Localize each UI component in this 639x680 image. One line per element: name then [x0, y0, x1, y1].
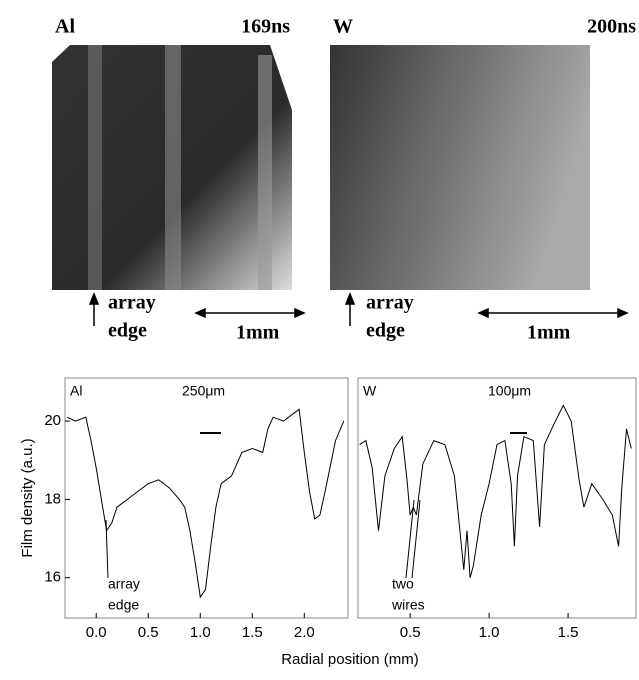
- y-tick-label: 20: [44, 412, 61, 429]
- annotation: two: [392, 576, 414, 592]
- annotation: W: [363, 383, 377, 399]
- plot-frame: [64, 377, 349, 619]
- scale-label: 1mm: [236, 322, 280, 344]
- x-tick-label: 0.5: [400, 624, 421, 641]
- material: W: [333, 16, 353, 38]
- annotation: edge: [108, 597, 139, 613]
- x-tick-label: 0.5: [138, 624, 159, 641]
- edge-label: edge: [108, 320, 147, 342]
- x-tick-label: 1.0: [479, 624, 500, 641]
- y-tick-label: 16: [44, 569, 61, 586]
- arrows: [88, 291, 629, 326]
- x-tick-label: 1.5: [242, 624, 263, 641]
- data-line: [66, 408, 345, 599]
- annotation: array: [108, 576, 140, 592]
- image-w: [330, 45, 590, 290]
- edge-label: array: [366, 292, 414, 314]
- material: Al: [55, 16, 75, 38]
- annotation: Al: [70, 383, 82, 399]
- x-tick-label: 1.0: [190, 624, 211, 641]
- annotation: wires: [391, 597, 425, 613]
- data-line: [359, 404, 632, 578]
- time: 200ns: [587, 16, 636, 38]
- image-al: [52, 45, 292, 290]
- plot-frame: [357, 377, 637, 619]
- annotation: 100μm: [488, 383, 531, 399]
- annotation: 250μm: [182, 383, 225, 399]
- edge-label: edge: [366, 320, 405, 342]
- x-tick-label: 1.5: [558, 624, 579, 641]
- x-axis-label: Radial position (mm): [281, 651, 419, 668]
- y-tick-label: 18: [44, 490, 61, 507]
- y-axis-label: Film density (a.u.): [19, 438, 36, 557]
- x-tick-label: 0.0: [86, 624, 107, 641]
- pointer: [411, 499, 421, 579]
- pointer: [405, 499, 415, 579]
- edge-label: array: [108, 292, 156, 314]
- time: 169ns: [241, 16, 290, 38]
- x-tick-label: 2.0: [294, 624, 315, 641]
- scale-label: 1mm: [527, 322, 571, 344]
